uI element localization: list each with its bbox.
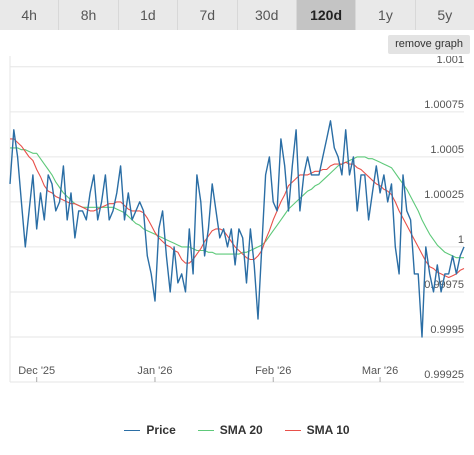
price-chart: 0.999250.99950.9997511.000251.00051.0007… [9,56,465,383]
legend-item-sma-10[interactable]: SMA 10 [284,423,350,437]
legend-item-sma-20[interactable]: SMA 20 [197,423,263,437]
x-tick-label: Feb '26 [255,365,291,377]
legend-swatch [124,429,141,431]
y-tick-label: 1.00025 [424,189,464,201]
y-axis-labels: 0.999250.99950.9997511.000251.00051.0007… [424,56,464,381]
tab-8h[interactable]: 8h [59,0,119,30]
tab-4h[interactable]: 4h [0,0,60,30]
timeframe-tabs: 4h 8h 1d 7d 30d 120d 1y 5y [0,0,474,30]
series-line-price [9,120,465,338]
legend-swatch [197,429,214,431]
remove-graph-button[interactable]: remove graph [388,35,470,54]
x-tick-label: Mar '26 [362,365,398,377]
chart-gridlines [9,56,464,383]
y-tick-label: 0.99925 [424,369,464,381]
x-axis-labels: Dec '25 Jan '26 Feb '26 Mar '26 [18,365,398,382]
legend-label: SMA 10 [306,423,350,437]
tab-1d[interactable]: 1d [118,0,179,30]
series-line-sma-10 [10,138,465,279]
chart-legend: Price SMA 20 SMA 10 [0,420,474,440]
x-tick-label: Dec '25 [18,365,55,377]
legend-swatch [284,429,301,431]
y-tick-label: 1.001 [436,56,464,66]
y-tick-label: 1 [458,234,464,246]
y-tick-label: 0.9995 [430,324,464,336]
y-tick-label: 1.0005 [430,144,464,156]
x-tick-label: Jan '26 [137,365,172,377]
tab-1y[interactable]: 1y [356,0,416,30]
y-tick-label: 1.00075 [424,99,464,111]
chart-series [9,120,465,338]
legend-label: Price [146,423,176,437]
tab-120d[interactable]: 120d [296,0,357,30]
series-line-sma-20 [10,147,464,259]
tab-7d[interactable]: 7d [178,0,238,30]
tab-30d[interactable]: 30d [237,0,297,30]
legend-label: SMA 20 [219,423,263,437]
tab-5y[interactable]: 5y [415,0,474,30]
legend-item-price[interactable]: Price [124,423,176,437]
